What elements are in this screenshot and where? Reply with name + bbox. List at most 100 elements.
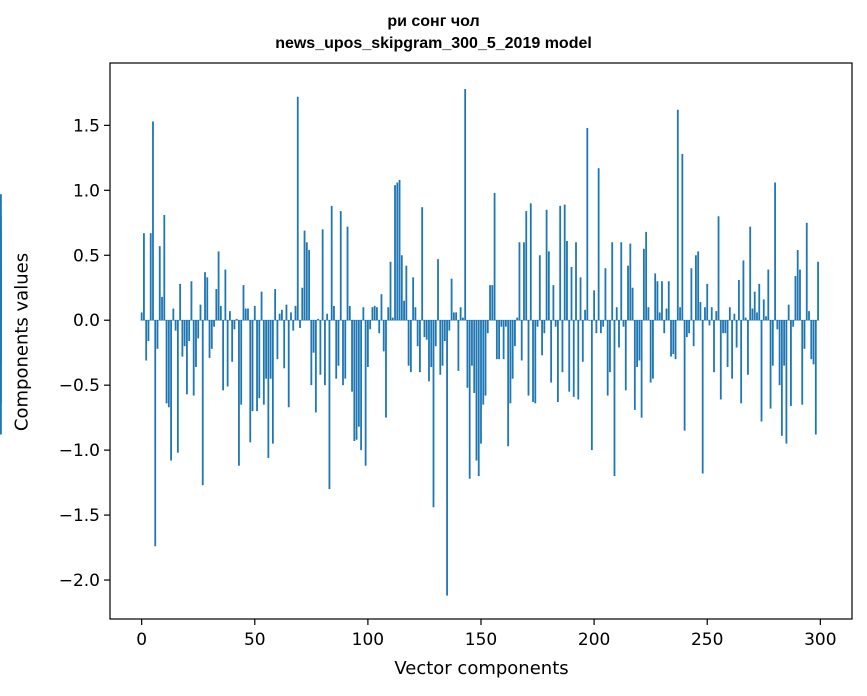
bar bbox=[219, 305, 222, 321]
bar bbox=[561, 320, 564, 373]
bar bbox=[353, 320, 356, 442]
bar bbox=[321, 229, 324, 321]
bar bbox=[328, 320, 331, 490]
bar bbox=[181, 320, 184, 357]
y-tick-label: −1.0 bbox=[59, 441, 100, 461]
bar bbox=[344, 320, 347, 379]
bar bbox=[808, 311, 810, 321]
bar bbox=[312, 320, 315, 353]
bar bbox=[394, 185, 396, 321]
bar bbox=[665, 308, 668, 321]
bar bbox=[208, 320, 211, 358]
bar bbox=[557, 320, 559, 403]
bar bbox=[296, 96, 299, 321]
bar bbox=[735, 320, 738, 348]
bar bbox=[577, 320, 580, 400]
bar bbox=[428, 320, 430, 382]
bar bbox=[507, 320, 510, 447]
x-tick-label: 250 bbox=[691, 630, 723, 650]
x-tick-label: 200 bbox=[578, 630, 610, 650]
bar bbox=[545, 209, 548, 321]
bar bbox=[186, 320, 188, 395]
bar bbox=[728, 307, 731, 321]
x-tick-label: 300 bbox=[804, 630, 836, 650]
bar bbox=[529, 203, 532, 321]
bar bbox=[511, 320, 514, 379]
bar bbox=[647, 307, 650, 321]
bar bbox=[642, 248, 645, 321]
bar bbox=[143, 233, 145, 321]
bar bbox=[495, 320, 498, 360]
bar bbox=[751, 308, 754, 321]
bar bbox=[235, 318, 238, 321]
bar bbox=[265, 320, 267, 379]
y-axis-ticks: −2.0 −1.5 −1.0 −0.5 0.0 0.5 1.0 1.5 bbox=[59, 116, 110, 591]
bar bbox=[774, 182, 776, 321]
bar bbox=[256, 320, 258, 412]
bar bbox=[756, 312, 758, 321]
bar bbox=[260, 291, 263, 321]
y-tick-label: −1.5 bbox=[59, 506, 100, 526]
bar bbox=[228, 311, 231, 321]
bar bbox=[437, 259, 439, 321]
bar bbox=[799, 269, 801, 321]
bar bbox=[389, 261, 392, 321]
bar bbox=[335, 320, 338, 379]
bar bbox=[167, 320, 170, 408]
bar bbox=[710, 307, 713, 321]
bar bbox=[398, 179, 401, 321]
bar bbox=[197, 320, 200, 339]
bar bbox=[459, 307, 462, 321]
bar bbox=[744, 317, 747, 321]
bar bbox=[292, 320, 295, 331]
bar bbox=[737, 279, 740, 321]
bar bbox=[147, 320, 150, 341]
bar bbox=[792, 320, 795, 327]
bar bbox=[706, 283, 709, 321]
bar bbox=[609, 320, 611, 373]
bar bbox=[579, 277, 582, 321]
bar bbox=[527, 320, 530, 396]
bar bbox=[769, 320, 772, 409]
bar bbox=[552, 285, 555, 321]
bar-series bbox=[0, 88, 819, 596]
bar bbox=[674, 320, 677, 360]
bar bbox=[615, 307, 618, 321]
bar bbox=[520, 320, 523, 361]
bar bbox=[364, 320, 367, 466]
x-tick-label: 50 bbox=[244, 630, 266, 650]
bar bbox=[724, 320, 727, 334]
bar bbox=[240, 320, 243, 405]
bar bbox=[676, 109, 679, 321]
bar bbox=[541, 320, 543, 356]
bar bbox=[638, 320, 641, 361]
bar bbox=[140, 312, 143, 321]
bar bbox=[305, 242, 308, 321]
bar bbox=[357, 320, 360, 427]
bar bbox=[672, 320, 675, 354]
bar bbox=[231, 320, 234, 362]
bar bbox=[391, 317, 394, 321]
bar bbox=[783, 320, 786, 366]
bar bbox=[658, 312, 661, 321]
bar bbox=[575, 242, 577, 321]
bar bbox=[190, 281, 193, 321]
bar bbox=[523, 242, 525, 321]
bar bbox=[749, 226, 752, 321]
bar bbox=[704, 307, 706, 321]
bar bbox=[362, 307, 365, 321]
bar bbox=[629, 243, 632, 321]
bar bbox=[294, 305, 297, 321]
bar bbox=[0, 320, 2, 366]
bar bbox=[484, 320, 487, 396]
bar bbox=[450, 278, 453, 321]
bar bbox=[690, 268, 693, 321]
bar bbox=[290, 312, 292, 321]
bar bbox=[801, 320, 804, 405]
bar bbox=[269, 320, 272, 379]
bar bbox=[699, 302, 702, 321]
bar bbox=[441, 320, 444, 366]
bar bbox=[360, 320, 363, 451]
bar bbox=[461, 317, 464, 321]
